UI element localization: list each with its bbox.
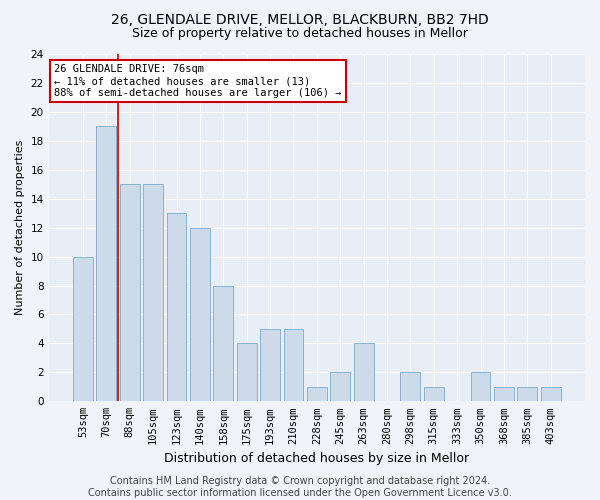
Text: 26, GLENDALE DRIVE, MELLOR, BLACKBURN, BB2 7HD: 26, GLENDALE DRIVE, MELLOR, BLACKBURN, B… (111, 12, 489, 26)
Y-axis label: Number of detached properties: Number of detached properties (15, 140, 25, 316)
Bar (470, 372, 490, 402)
Text: 26 GLENDALE DRIVE: 76sqm
← 11% of detached houses are smaller (13)
88% of semi-d: 26 GLENDALE DRIVE: 76sqm ← 11% of detach… (54, 64, 341, 98)
Bar (143, 184, 163, 402)
Bar (517, 387, 537, 402)
Bar (237, 344, 257, 402)
Text: Contains HM Land Registry data © Crown copyright and database right 2024.
Contai: Contains HM Land Registry data © Crown c… (88, 476, 512, 498)
Bar (214, 286, 233, 402)
Bar (73, 256, 93, 402)
Bar (260, 329, 280, 402)
Bar (167, 213, 187, 402)
Bar (424, 387, 443, 402)
X-axis label: Distribution of detached houses by size in Mellor: Distribution of detached houses by size … (164, 452, 469, 465)
Bar (97, 126, 116, 402)
Bar (330, 372, 350, 402)
Bar (353, 344, 374, 402)
Bar (190, 228, 210, 402)
Bar (494, 387, 514, 402)
Bar (541, 387, 560, 402)
Bar (400, 372, 421, 402)
Text: Size of property relative to detached houses in Mellor: Size of property relative to detached ho… (132, 28, 468, 40)
Bar (284, 329, 304, 402)
Bar (120, 184, 140, 402)
Bar (307, 387, 327, 402)
